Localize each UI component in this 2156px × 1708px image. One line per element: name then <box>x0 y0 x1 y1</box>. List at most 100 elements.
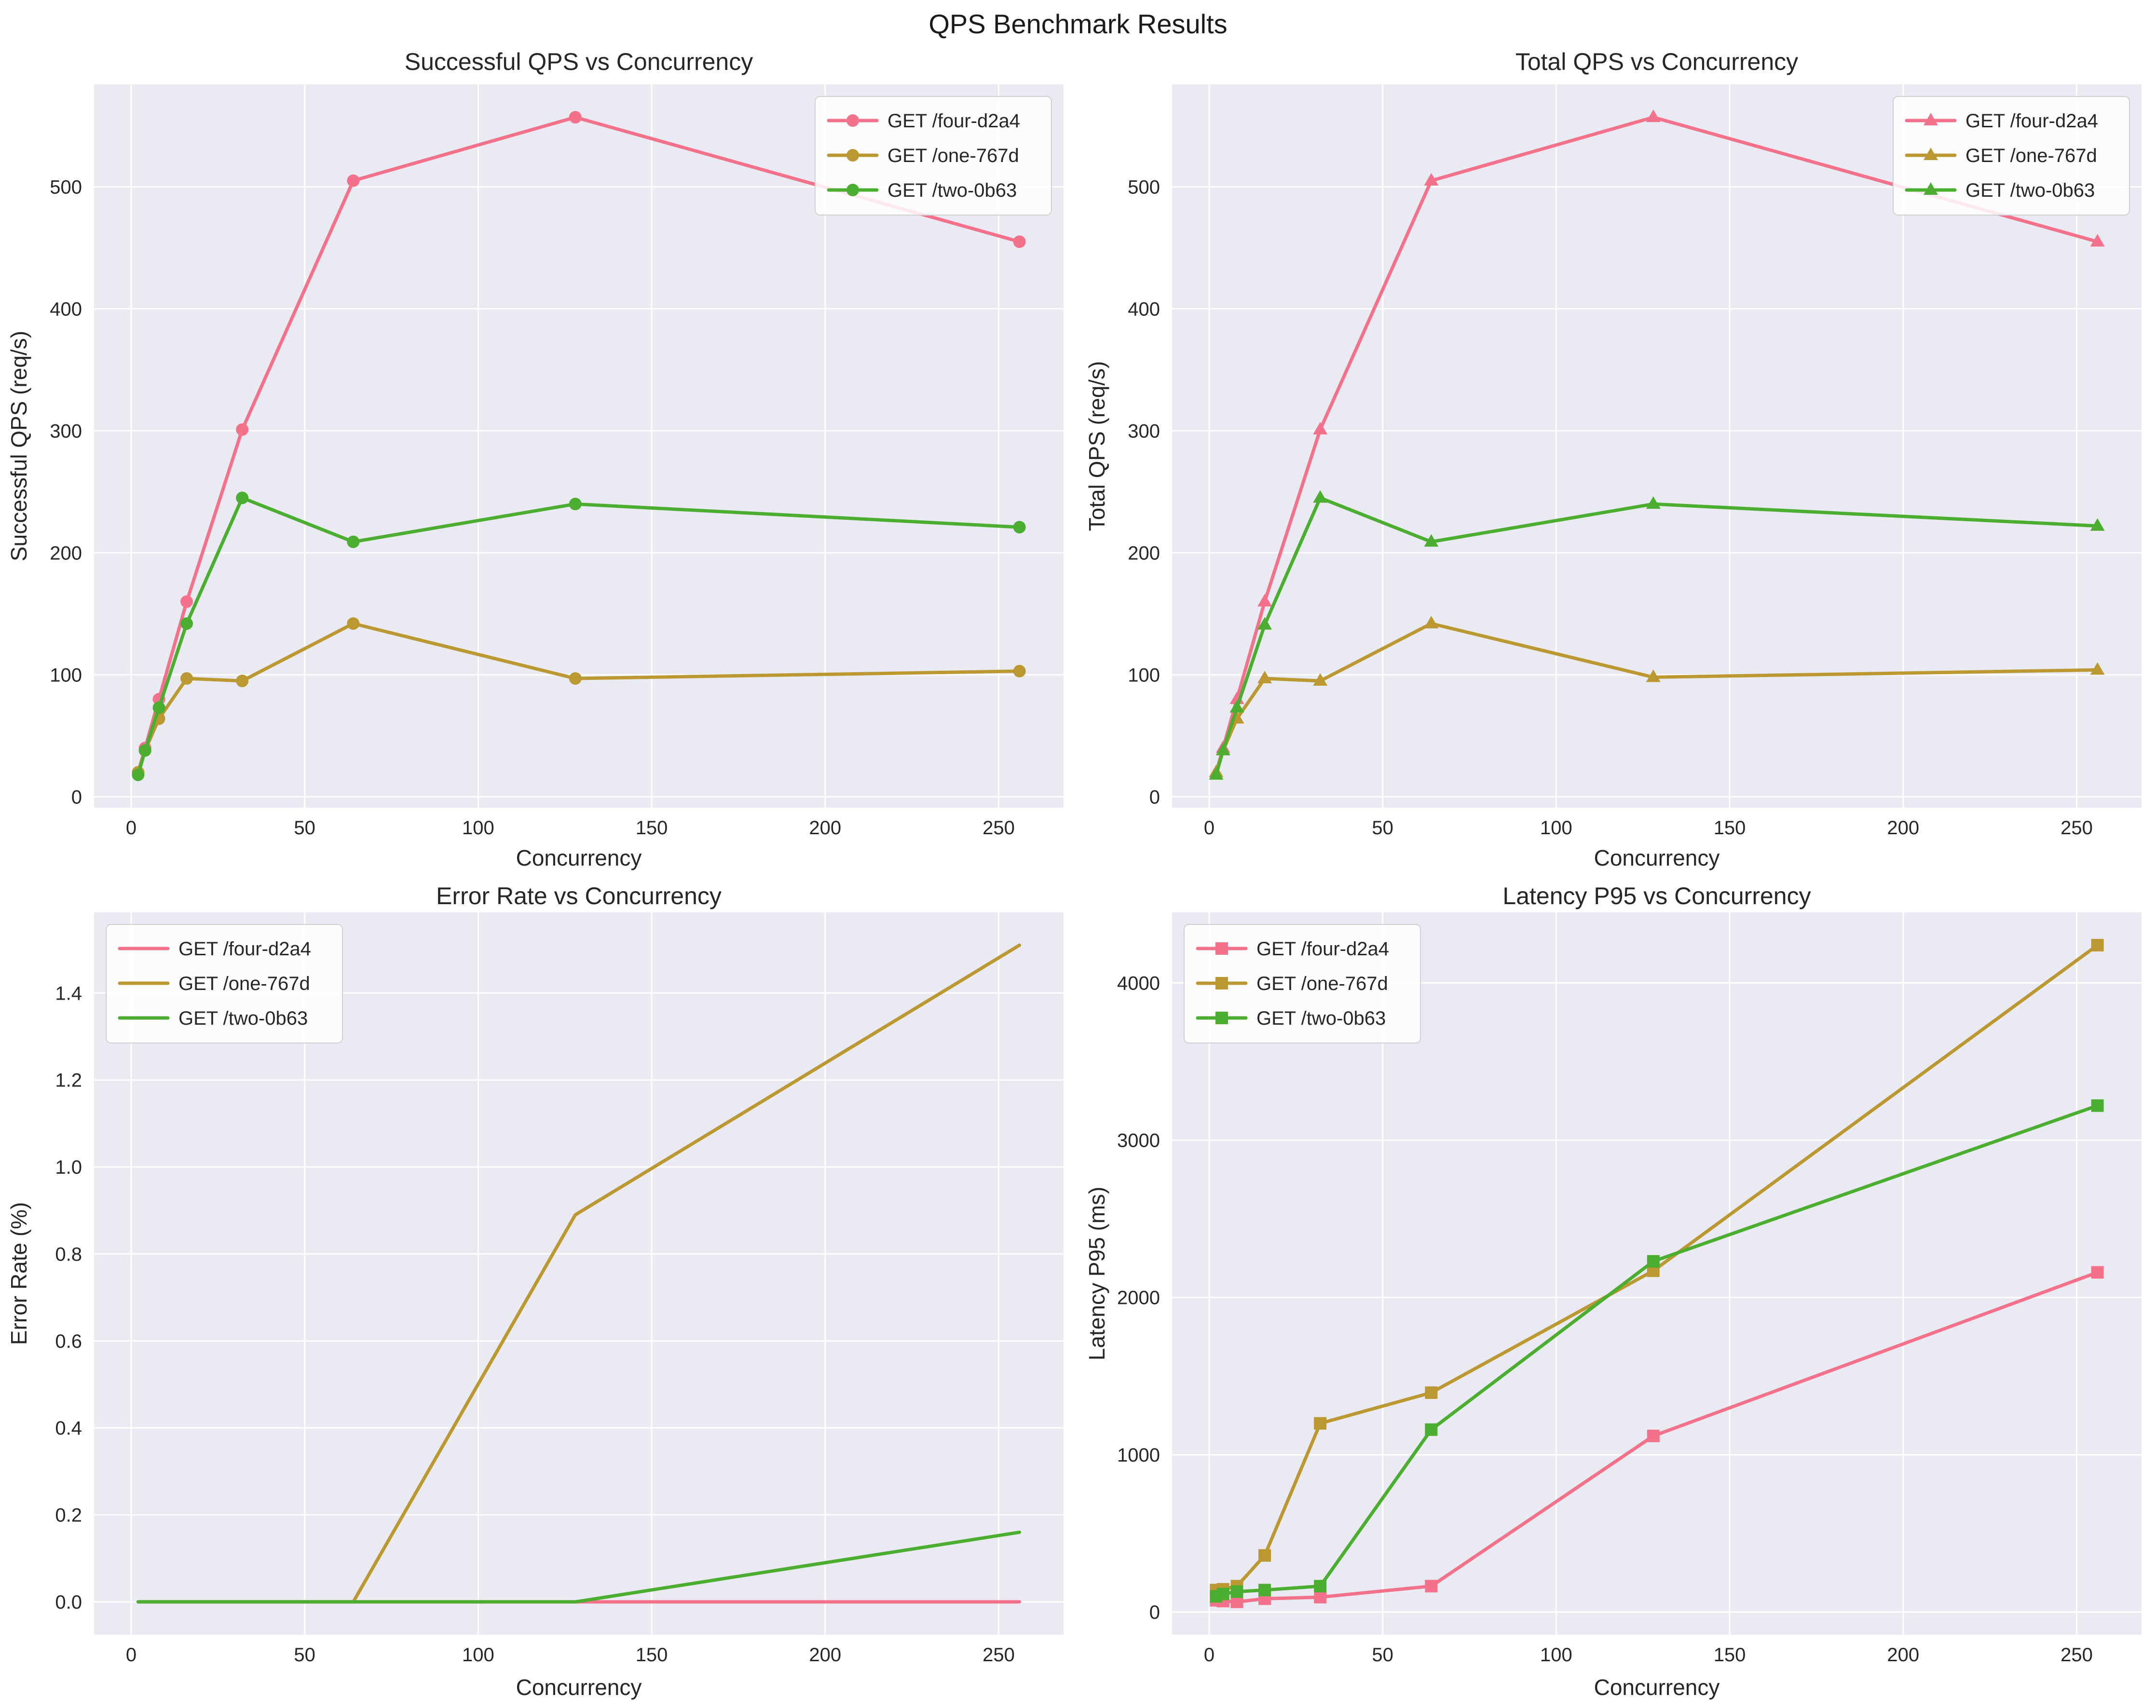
legend-label-get-four-d2a4: GET /four-d2a4 <box>1965 110 2098 132</box>
marker-get-two-0b63 <box>1209 767 1224 780</box>
marker-get-two-0b63 <box>2091 1099 2104 1112</box>
legend-marker-get-two-0b63 <box>846 184 859 196</box>
y-tick-labels: 0 100 200 300 400 500 <box>50 176 82 808</box>
marker-get-two-0b63 <box>1647 1255 1660 1268</box>
y-tick-label: 100 <box>50 664 82 686</box>
x-axis-label: Concurrency <box>1594 1675 1720 1700</box>
x-tick-labels: 0 50 100 150 200 250 <box>1204 1644 2093 1666</box>
y-tick-label: 1.4 <box>55 983 82 1004</box>
series-get-two-0b63 <box>136 1531 1022 1604</box>
y-tick-label: 300 <box>1128 420 1160 442</box>
marker-get-one-767d <box>569 672 582 685</box>
marker-get-one-767d <box>1258 1549 1271 1562</box>
marker-get-two-0b63 <box>132 768 145 781</box>
y-axis-label: Latency P95 (ms) <box>1084 1187 1109 1360</box>
legend-marker-get-four-d2a4 <box>1924 113 1938 125</box>
x-tick-label: 100 <box>1540 817 1572 839</box>
x-tick-labels: 0 50 100 150 200 250 <box>1204 817 2093 839</box>
subplot-title: Successful QPS vs Concurrency <box>405 48 753 75</box>
y-tick-label: 0 <box>1149 786 1160 808</box>
legend-label-get-two-0b63: GET /two-0b63 <box>887 180 1017 201</box>
legend-label-get-one-767d: GET /one-767d <box>1965 145 2097 166</box>
marker-get-two-0b63 <box>1314 1580 1327 1593</box>
marker-get-two-0b63 <box>1313 490 1328 503</box>
marker-get-four-d2a4 <box>569 111 582 124</box>
x-tick-labels: 0 50 100 150 200 250 <box>126 817 1015 839</box>
x-tick-label: 150 <box>1714 817 1746 839</box>
series-line-get-two-0b63 <box>136 496 1022 777</box>
marker-get-one-767d <box>347 617 360 630</box>
legend-marker-get-two-0b63 <box>1215 1012 1228 1024</box>
y-axis-label: Total QPS (req/s) <box>1084 361 1109 531</box>
x-tick-label: 150 <box>636 817 668 839</box>
marker-get-four-d2a4 <box>1314 1591 1327 1604</box>
y-axis-label: Successful QPS (req/s) <box>6 331 31 561</box>
x-tick-label: 50 <box>1372 1644 1393 1666</box>
marker-get-four-d2a4 <box>1646 109 1661 122</box>
marker-get-two-0b63 <box>1258 1584 1271 1597</box>
y-tick-label: 1.0 <box>55 1157 82 1178</box>
marker-get-one-767d <box>2091 939 2104 952</box>
y-tick-labels: 0 100 200 300 400 500 <box>1128 176 1160 808</box>
marker-get-two-0b63 <box>152 701 165 714</box>
y-tick-label: 4000 <box>1117 973 1160 994</box>
series-get-two-0b63 <box>132 491 1026 781</box>
marker-get-one-767d <box>1314 1417 1327 1430</box>
x-tick-label: 250 <box>982 1644 1015 1666</box>
legend-label-get-one-767d: GET /one-767d <box>1256 973 1388 994</box>
y-tick-label: 500 <box>50 176 82 198</box>
marker-get-two-0b63 <box>1229 700 1244 713</box>
y-tick-label: 0.2 <box>55 1505 82 1526</box>
x-tick-label: 100 <box>1540 1644 1572 1666</box>
marker-get-four-d2a4 <box>180 595 193 608</box>
x-tick-label: 250 <box>982 817 1015 839</box>
legend-label-get-two-0b63: GET /two-0b63 <box>1256 1008 1386 1029</box>
figure-title: QPS Benchmark Results <box>928 9 1228 39</box>
legend-label-get-one-767d: GET /one-767d <box>887 145 1019 166</box>
y-tick-label: 0 <box>71 786 82 808</box>
marker-get-two-0b63 <box>569 498 582 511</box>
marker-get-one-767d <box>1013 664 1026 678</box>
marker-get-four-d2a4 <box>2091 1266 2104 1279</box>
marker-get-two-0b63 <box>2090 518 2105 531</box>
chart-latency-p95: 0 50 100 150 200 250 0 1000 2000 3000 4000 Concurre… <box>1084 882 2142 1700</box>
legend-marker-get-two-0b63 <box>1924 182 1938 195</box>
legend-label-get-four-d2a4: GET /four-d2a4 <box>1256 938 1389 960</box>
x-tick-label: 0 <box>126 1644 136 1666</box>
marker-get-one-767d <box>2090 662 2105 675</box>
marker-get-one-767d <box>1646 669 1661 682</box>
x-tick-label: 50 <box>294 1644 315 1666</box>
marker-get-four-d2a4 <box>236 423 249 436</box>
marker-get-two-0b63 <box>1013 521 1026 534</box>
legend-box <box>1893 96 2130 216</box>
marker-get-one-767d <box>236 675 249 688</box>
legend: GET /four-d2a4 GET /one-767d GET /two-0b63 <box>106 924 343 1044</box>
chart-total-qps: 0 50 100 150 200 250 0 100 200 300 400 500 Concurren… <box>1084 48 2142 870</box>
y-tick-label: 1.2 <box>55 1070 82 1091</box>
y-tick-label: 400 <box>50 298 82 320</box>
marker-get-two-0b63 <box>1216 1587 1229 1600</box>
y-tick-label: 0.4 <box>55 1418 82 1439</box>
marker-get-two-0b63 <box>1257 617 1272 630</box>
marker-get-four-d2a4 <box>347 174 360 187</box>
y-axis-label: Error Rate (%) <box>6 1202 31 1345</box>
marker-get-four-d2a4 <box>1013 235 1026 248</box>
y-tick-label: 0.8 <box>55 1244 82 1265</box>
chart-error-rate: 0 50 100 150 200 250 0.0 0.2 0.4 0.6 0.8 1.0 1.2 1.4 C… <box>6 882 1064 1700</box>
legend-marker-get-four-d2a4 <box>846 114 859 127</box>
x-tick-label: 150 <box>1714 1644 1746 1666</box>
marker-get-one-767d <box>1313 673 1328 686</box>
x-axis-label: Concurrency <box>516 845 642 870</box>
y-tick-label: 3000 <box>1117 1130 1160 1152</box>
legend-label-get-one-767d: GET /one-767d <box>178 973 310 994</box>
series-get-two-0b63 <box>1210 1099 2104 1603</box>
subplot-title: Total QPS vs Concurrency <box>1515 48 1798 75</box>
series-line-get-two-0b63 <box>136 1531 1022 1604</box>
x-tick-label: 200 <box>1887 1644 1919 1666</box>
legend-marker-get-one-767d <box>1215 977 1228 990</box>
x-tick-label: 250 <box>2060 817 2093 839</box>
x-tick-label: 200 <box>809 1644 841 1666</box>
marker-get-one-767d <box>1424 616 1439 629</box>
y-tick-labels: 0.0 0.2 0.4 0.6 0.8 1.0 1.2 1.4 <box>55 983 82 1613</box>
